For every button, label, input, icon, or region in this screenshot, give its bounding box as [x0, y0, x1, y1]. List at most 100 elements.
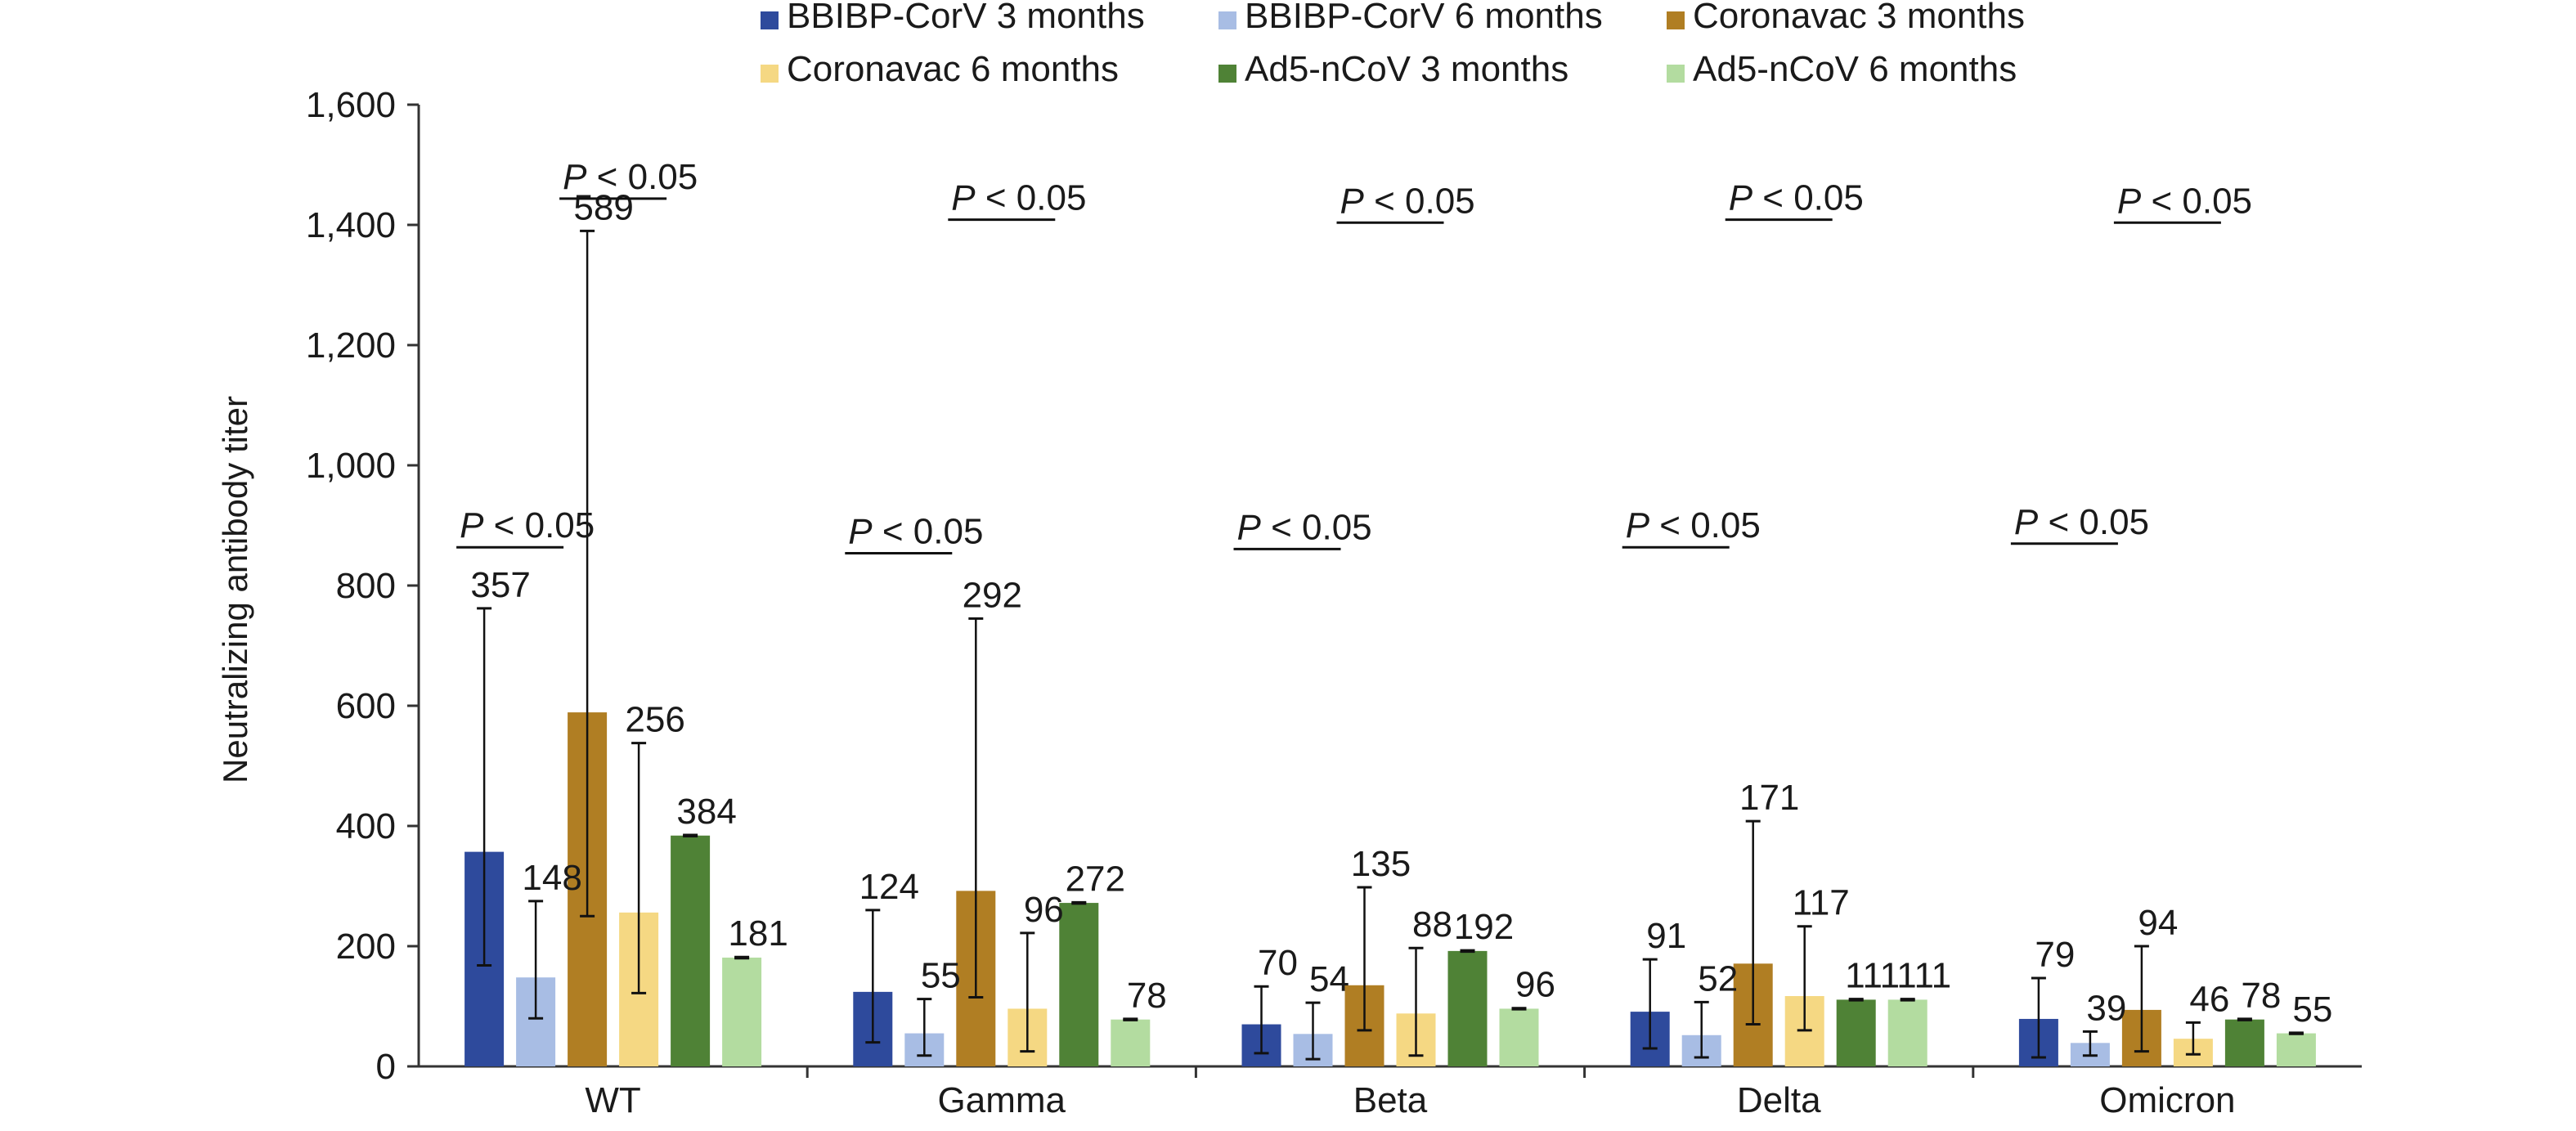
p-symbol: P: [1626, 505, 1650, 545]
data-label: 357: [470, 565, 530, 605]
error-bars: [477, 229, 2304, 1061]
p-value-label: P < 0.05: [460, 505, 595, 545]
p-symbol: P: [2014, 502, 2039, 542]
p-threshold: < 0.05: [1364, 181, 1475, 221]
x-tick-label: Beta: [1353, 1080, 1428, 1120]
data-label: 272: [1066, 859, 1125, 899]
legend-label: Ad5-nCoV 6 months: [1693, 49, 2017, 89]
legend-label: Coronavac 6 months: [787, 49, 1119, 89]
p-symbol: P: [1729, 178, 1753, 218]
data-label: 78: [1127, 976, 1167, 1016]
x-tick-label: Gamma: [938, 1080, 1066, 1120]
legend-swatch: [1218, 65, 1236, 83]
p-symbol: P: [460, 505, 484, 545]
bars: [464, 712, 2316, 1066]
data-label: 94: [2138, 903, 2178, 943]
y-tick-label: 1,000: [306, 446, 396, 486]
data-label: 111: [1896, 956, 1951, 996]
legend-swatch: [761, 65, 779, 83]
data-label: 46: [2189, 979, 2229, 1019]
y-tick-label: 1,600: [306, 85, 396, 125]
legend-label: Ad5-nCoV 3 months: [1245, 49, 1568, 89]
p-value-label: P < 0.05: [1729, 178, 1864, 218]
bar: [1836, 999, 1876, 1066]
value-labels: 357 124 70 91 79 148 55 54 52 39 589 292 135 171 94 256…: [470, 187, 2332, 1029]
p-threshold: < 0.05: [2038, 502, 2149, 542]
p-threshold: < 0.05: [586, 157, 698, 197]
p-threshold: < 0.05: [2141, 181, 2252, 221]
p-value-label: P < 0.05: [1237, 507, 1372, 547]
data-label: 54: [1309, 959, 1349, 999]
data-label: 192: [1454, 907, 1514, 947]
p-symbol: P: [848, 512, 873, 552]
p-threshold: < 0.05: [873, 512, 984, 552]
y-tick-label: 600: [336, 686, 396, 726]
bar: [722, 957, 762, 1066]
data-label: 78: [2241, 976, 2281, 1016]
data-label: 589: [573, 187, 633, 227]
y-tick-label: 400: [336, 806, 396, 846]
y-axis: 0 200 400 600 800 1,000 1,200 1,400 1,600: [306, 85, 420, 1087]
data-label: 124: [859, 867, 919, 907]
data-label: 171: [1739, 778, 1799, 818]
legend-swatch: [1218, 11, 1236, 29]
data-label: 55: [921, 956, 961, 996]
p-threshold: < 0.05: [483, 505, 595, 545]
p-value-label: P < 0.05: [848, 512, 983, 552]
p-symbol: P: [1340, 181, 1365, 221]
legend-label: BBIBP-CorV 6 months: [1245, 0, 1603, 36]
data-label: 70: [1258, 943, 1298, 983]
p-value-label: P < 0.05: [951, 178, 1086, 218]
x-tick-label: Delta: [1737, 1080, 1821, 1120]
data-label: 52: [1698, 958, 1738, 999]
data-label: 39: [2086, 988, 2126, 1028]
p-threshold: < 0.05: [1649, 505, 1761, 545]
bar: [2276, 1033, 2316, 1066]
x-axis: WT Gamma Beta Delta Omicron: [419, 1065, 2362, 1120]
y-tick-label: 1,400: [306, 205, 396, 245]
significance-annotations: P < 0.05 P < 0.05 P < 0.05 P < 0.05 P < 0.05…: [456, 157, 2252, 555]
p-value-label: P < 0.05: [563, 157, 698, 197]
data-label: 292: [963, 575, 1022, 615]
p-value-label: P < 0.05: [1340, 181, 1475, 221]
p-threshold: < 0.05: [1752, 178, 1864, 218]
data-label: 88: [1412, 904, 1452, 945]
bar: [1447, 950, 1488, 1066]
p-value-label: P < 0.05: [1626, 505, 1761, 545]
data-label: 91: [1646, 916, 1686, 956]
data-label: 256: [625, 700, 684, 740]
legend-swatch: [1667, 11, 1685, 29]
legend-label: BBIBP-CorV 3 months: [787, 0, 1145, 36]
data-label: 96: [1515, 965, 1555, 1005]
p-symbol: P: [563, 157, 587, 197]
data-label: 384: [676, 792, 736, 832]
p-threshold: < 0.05: [1261, 507, 1372, 547]
p-value-label: P < 0.05: [2117, 181, 2252, 221]
bar: [671, 835, 711, 1066]
bar: [1499, 1008, 1539, 1066]
p-symbol: P: [1237, 507, 1262, 547]
y-axis-label: Neutralizing antibody titer: [216, 396, 254, 783]
x-tick-label: Omicron: [2099, 1080, 2235, 1120]
data-label: 117: [1793, 883, 1850, 923]
p-symbol: P: [2117, 181, 2142, 221]
legend-swatch: [761, 11, 779, 29]
data-label: 111: [1845, 956, 1900, 996]
p-threshold: < 0.05: [976, 178, 1087, 218]
y-tick-label: 0: [376, 1047, 396, 1087]
data-label: 79: [2035, 935, 2075, 975]
legend-swatch: [1667, 65, 1685, 83]
y-tick-label: 800: [336, 566, 396, 606]
data-label: 148: [522, 858, 581, 898]
data-label: 135: [1351, 844, 1411, 884]
y-tick-label: 1,200: [306, 325, 396, 366]
x-tick-label: WT: [585, 1080, 640, 1120]
data-label: 96: [1024, 890, 1064, 930]
bar: [1059, 903, 1099, 1066]
data-label: 181: [728, 913, 788, 954]
data-label: 55: [2292, 990, 2332, 1030]
p-value-label: P < 0.05: [2014, 502, 2149, 542]
legend-label: Coronavac 3 months: [1693, 0, 2025, 36]
bar: [2224, 1019, 2264, 1066]
